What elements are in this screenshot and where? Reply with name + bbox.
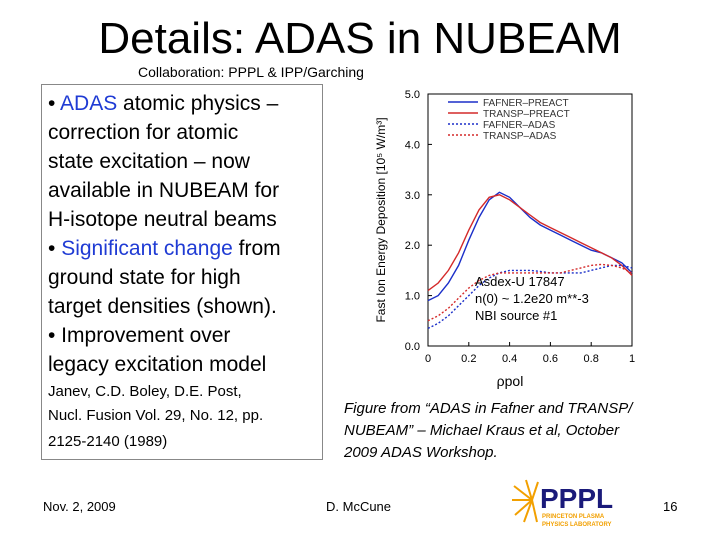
plot-frame <box>427 93 633 347</box>
legend-label: FAFNER–ADAS <box>483 120 556 131</box>
legend-label: FAFNER–PREACT <box>483 98 569 109</box>
x-tick-label: 0.2 <box>461 353 476 365</box>
bullet-3-line-1: • Improvement over <box>48 324 231 347</box>
slide-title: Details: ADAS in NUBEAM <box>98 14 622 63</box>
annotation-line: n(0) ~ 1.2e20 m**-3 <box>475 291 589 306</box>
bullet-2-text: from <box>232 237 281 260</box>
legend-label: TRANSP–ADAS <box>483 131 557 142</box>
series-line-4 <box>427 263 633 322</box>
pppl-logo: PPPL PRINCETON PLASMA PHYSICS LABORATORY <box>512 479 613 528</box>
highlight-significant-change: Significant change <box>61 237 233 260</box>
chart-axes <box>427 93 633 347</box>
x-tick-label: 0 <box>425 353 431 365</box>
annotation-line: NBI source #1 <box>475 308 557 323</box>
bullet-box: • ADAS atomic physics – correction for a… <box>41 84 323 460</box>
chart-legend: FAFNER–PREACTTRANSP–PREACTFAFNER–ADASTRA… <box>448 98 570 142</box>
series-line-2 <box>427 194 633 292</box>
bullet-3-line-2: legacy excitation model <box>48 353 267 376</box>
bullet-1-text: atomic physics – <box>117 92 279 115</box>
footer-author: D. McCune <box>326 499 392 514</box>
y-tick-label: 3.0 <box>405 190 420 202</box>
bullet-marker: • <box>48 237 62 260</box>
bullet-2-line-2: ground state for high <box>48 266 241 289</box>
caption-line-3: 2009 ADAS Workshop. <box>344 444 498 461</box>
bullet-1-line-5: H-isotope neutral beams <box>48 208 277 231</box>
y-tick-label: 0.0 <box>405 341 420 353</box>
caption-line-1: Figure from “ADAS in Fafner and TRANSP/ <box>344 400 633 417</box>
bullet-2-line-3: target densities (shown). <box>48 295 277 318</box>
x-tick-label: 1 <box>629 353 635 365</box>
chart-annotation: Asdex-U 17847 n(0) ~ 1.2e20 m**-3 NBI sour… <box>475 274 589 323</box>
y-tick-label: 5.0 <box>405 89 420 101</box>
x-tick-label: 0.4 <box>502 353 517 365</box>
y-tick-label: 1.0 <box>405 291 420 303</box>
chart-series <box>427 191 633 330</box>
bullet-1-line-3: state excitation – now <box>48 150 250 173</box>
bullet-1-line-1: • ADAS atomic physics – <box>48 91 278 117</box>
reference-line-3: 2125-2140 (1989) <box>48 433 168 450</box>
legend-label: TRANSP–PREACT <box>483 109 570 120</box>
caption-line-2: NUBEAM” – Michael Kraus et al, October <box>344 422 620 439</box>
logo-sub-1: PRINCETON PLASMA <box>542 514 605 520</box>
bullet-1-line-4: available in NUBEAM for <box>48 179 280 202</box>
y-axis-label: Fast Ion Energy Deposition [10⁵ W/m³] <box>374 117 388 322</box>
x-tick-label: 0.8 <box>584 353 599 365</box>
chart-ticks: 0.0 1.0 2.0 3.0 4.0 5.0 0 0.2 0.4 0.6 0.8 1 <box>405 89 635 365</box>
annotation-line: Asdex-U 17847 <box>475 274 565 289</box>
logo-text: PPPL <box>540 483 613 514</box>
series-line-1 <box>427 191 633 302</box>
y-tick-label: 2.0 <box>405 240 420 252</box>
figure-caption: Figure from “ADAS in Fafner and TRANSP/ … <box>344 398 632 464</box>
logo-sunburst-icon <box>512 479 539 523</box>
bullet-marker: • <box>48 92 61 115</box>
bullet-2-line-1: • Significant change from <box>48 236 281 262</box>
y-tick-label: 4.0 <box>405 139 420 151</box>
energy-deposition-chart: 0.0 1.0 2.0 3.0 4.0 5.0 0 0.2 0.4 0.6 0.8 1 FAFNER–… <box>374 89 635 389</box>
highlight-adas: ADAS <box>60 92 118 115</box>
page-number: 16 <box>663 499 678 514</box>
footer-date: Nov. 2, 2009 <box>43 499 116 514</box>
x-tick-label: 0.6 <box>543 353 558 365</box>
logo-sub-2: PHYSICS LABORATORY <box>542 522 612 528</box>
bullet-1-line-2: correction for atomic <box>48 121 239 144</box>
reference-line-1: Janev, C.D. Boley, D.E. Post, <box>48 383 242 400</box>
slide-subtitle: Collaboration: PPPL & IPP/Garching <box>138 64 364 80</box>
reference-line-2: Nucl. Fusion Vol. 29, No. 12, pp. <box>48 407 264 424</box>
x-axis-label: ρpol <box>497 373 524 389</box>
